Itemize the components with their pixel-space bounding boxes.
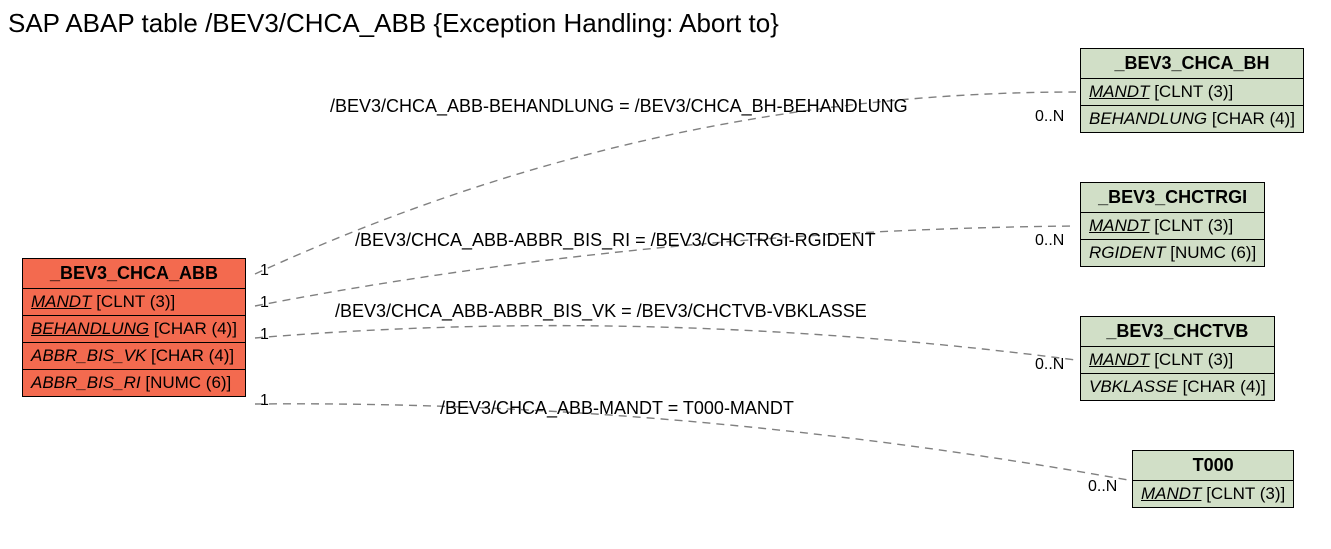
- entity-main-field: ABBR_BIS_VK [CHAR (4)]: [23, 343, 245, 370]
- cardinality-left: 1: [260, 294, 269, 312]
- cardinality-left: 1: [260, 392, 269, 410]
- cardinality-left: 1: [260, 262, 269, 280]
- cardinality-right: 0..N: [1088, 478, 1117, 496]
- entity-main-header: _BEV3_CHCA_ABB: [23, 259, 245, 289]
- entity-related-field: MANDT [CLNT (3)]: [1081, 213, 1264, 240]
- page-title: SAP ABAP table /BEV3/CHCA_ABB {Exception…: [8, 8, 779, 39]
- entity-related-field: BEHANDLUNG [CHAR (4)]: [1081, 106, 1303, 132]
- entity-related: _BEV3_CHCA_BH MANDT [CLNT (3)] BEHANDLUN…: [1080, 48, 1304, 133]
- entity-related: _BEV3_CHCTRGI MANDT [CLNT (3)] RGIDENT […: [1080, 182, 1265, 267]
- entity-main-field: MANDT [CLNT (3)]: [23, 289, 245, 316]
- entity-main: _BEV3_CHCA_ABB MANDT [CLNT (3)] BEHANDLU…: [22, 258, 246, 397]
- entity-related: T000 MANDT [CLNT (3)]: [1132, 450, 1294, 508]
- entity-main-field: ABBR_BIS_RI [NUMC (6)]: [23, 370, 245, 396]
- entity-related-header: _BEV3_CHCTRGI: [1081, 183, 1264, 213]
- relation-label: /BEV3/CHCA_ABB-MANDT = T000-MANDT: [440, 398, 794, 419]
- cardinality-left: 1: [260, 326, 269, 344]
- entity-related-header: _BEV3_CHCTVB: [1081, 317, 1274, 347]
- entity-related: _BEV3_CHCTVB MANDT [CLNT (3)] VBKLASSE […: [1080, 316, 1275, 401]
- entity-main-field: BEHANDLUNG [CHAR (4)]: [23, 316, 245, 343]
- relation-label: /BEV3/CHCA_ABB-BEHANDLUNG = /BEV3/CHCA_B…: [330, 96, 908, 117]
- cardinality-right: 0..N: [1035, 356, 1064, 374]
- cardinality-right: 0..N: [1035, 232, 1064, 250]
- entity-related-field: RGIDENT [NUMC (6)]: [1081, 240, 1264, 266]
- entity-related-field: MANDT [CLNT (3)]: [1133, 481, 1293, 507]
- entity-related-header: _BEV3_CHCA_BH: [1081, 49, 1303, 79]
- entity-related-field: MANDT [CLNT (3)]: [1081, 347, 1274, 374]
- entity-related-field: VBKLASSE [CHAR (4)]: [1081, 374, 1274, 400]
- entity-related-header: T000: [1133, 451, 1293, 481]
- entity-related-field: MANDT [CLNT (3)]: [1081, 79, 1303, 106]
- relation-label: /BEV3/CHCA_ABB-ABBR_BIS_RI = /BEV3/CHCTR…: [355, 230, 876, 251]
- cardinality-right: 0..N: [1035, 108, 1064, 126]
- relation-label: /BEV3/CHCA_ABB-ABBR_BIS_VK = /BEV3/CHCTV…: [335, 301, 867, 322]
